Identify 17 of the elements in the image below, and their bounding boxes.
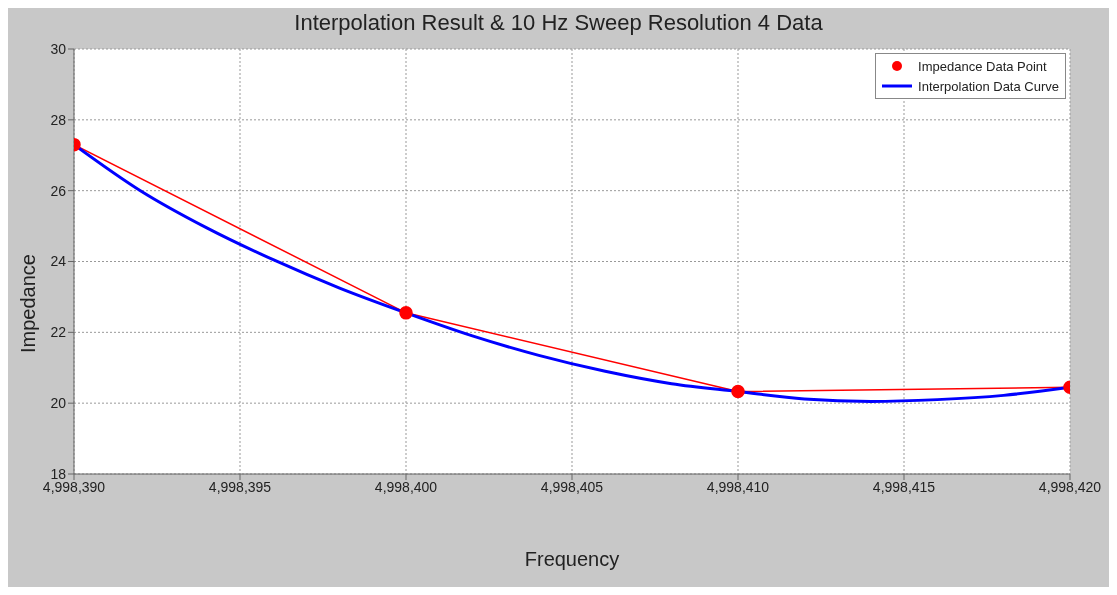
y-tick-label: 28: [50, 111, 67, 128]
y-tick-label: 20: [50, 395, 67, 412]
y-tick-label: 22: [50, 324, 67, 341]
legend-label: Impedance Data Point: [918, 58, 1047, 74]
y-axis-title: Impedance: [16, 253, 40, 353]
y-tick-label: 26: [50, 182, 67, 199]
x-axis-title: Frequency: [523, 548, 621, 571]
chart-title: Interpolation Result & 10 Hz Sweep Resolution 4 Data: [293, 10, 824, 36]
x-tick-label: 4,998,415: [872, 478, 936, 495]
y-tick-label: 30: [50, 40, 67, 57]
legend-label: Interpolation Data Curve: [918, 78, 1059, 94]
x-tick-label: 4,998,410: [706, 478, 770, 495]
x-tick-label: 4,998,400: [374, 478, 438, 495]
y-tick-label: 24: [50, 253, 67, 270]
x-tick-label: 4,998,395: [208, 478, 272, 495]
x-tick-label: 4,998,405: [540, 478, 604, 495]
x-tick-label: 4,998,420: [1038, 478, 1102, 495]
